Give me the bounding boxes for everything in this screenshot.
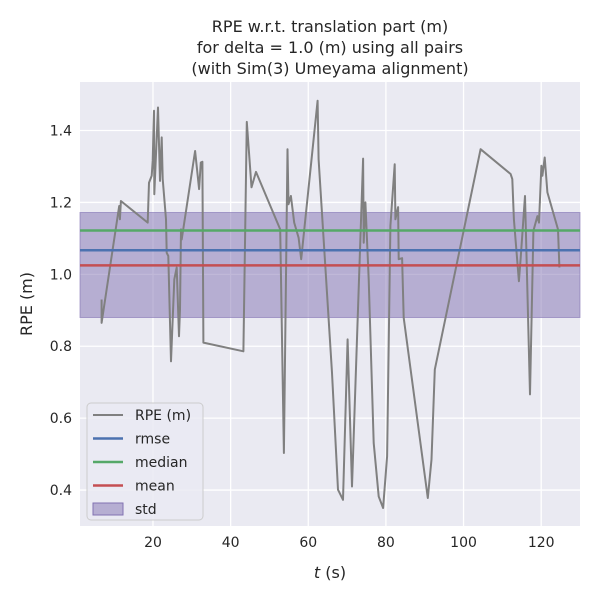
legend-label-std: std xyxy=(135,502,157,518)
y-tick-label: 0.4 xyxy=(50,483,72,499)
x-tick-label: 60 xyxy=(299,535,317,551)
legend-label-median: median xyxy=(135,455,187,471)
y-tick-label: 0.6 xyxy=(50,411,72,427)
x-tick-label: 120 xyxy=(528,535,555,551)
chart-title-line-3: (with Sim(3) Umeyama alignment) xyxy=(191,59,468,78)
x-axis-label-unit: (s) xyxy=(320,563,346,582)
x-tick-label: 80 xyxy=(377,535,395,551)
y-axis-label: RPE (m) xyxy=(17,272,36,336)
y-tick-label: 1.0 xyxy=(50,267,72,283)
x-tick-label: 20 xyxy=(144,535,162,551)
chart-title-line-2: for delta = 1.0 (m) using all pairs xyxy=(197,38,463,57)
legend: RPE (m) rmse median mean std xyxy=(86,402,204,521)
y-tick-label: 1.2 xyxy=(50,195,72,211)
x-tick-label: 40 xyxy=(222,535,240,551)
chart-title-line-1: RPE w.r.t. translation part (m) xyxy=(212,17,448,36)
x-tick-label: 100 xyxy=(450,535,477,551)
x-axis-label-var: t xyxy=(314,563,321,582)
legend-label-rmse: rmse xyxy=(135,432,170,448)
y-tick-label: 0.8 xyxy=(50,339,72,355)
tick-labels: 20 40 60 80 100 120 0.4 0.6 0.8 1.0 1.2 1.4 xyxy=(50,124,555,551)
x-axis-label: t (s) xyxy=(314,563,346,582)
legend-label-mean: mean xyxy=(135,479,175,495)
legend-label-rpem: RPE (m) xyxy=(135,408,191,424)
y-tick-label: 1.4 xyxy=(50,124,72,140)
series-layer xyxy=(80,99,580,509)
legend-box xyxy=(86,402,204,521)
legend-swatch-std xyxy=(92,502,124,516)
rpe-line xyxy=(100,99,561,509)
